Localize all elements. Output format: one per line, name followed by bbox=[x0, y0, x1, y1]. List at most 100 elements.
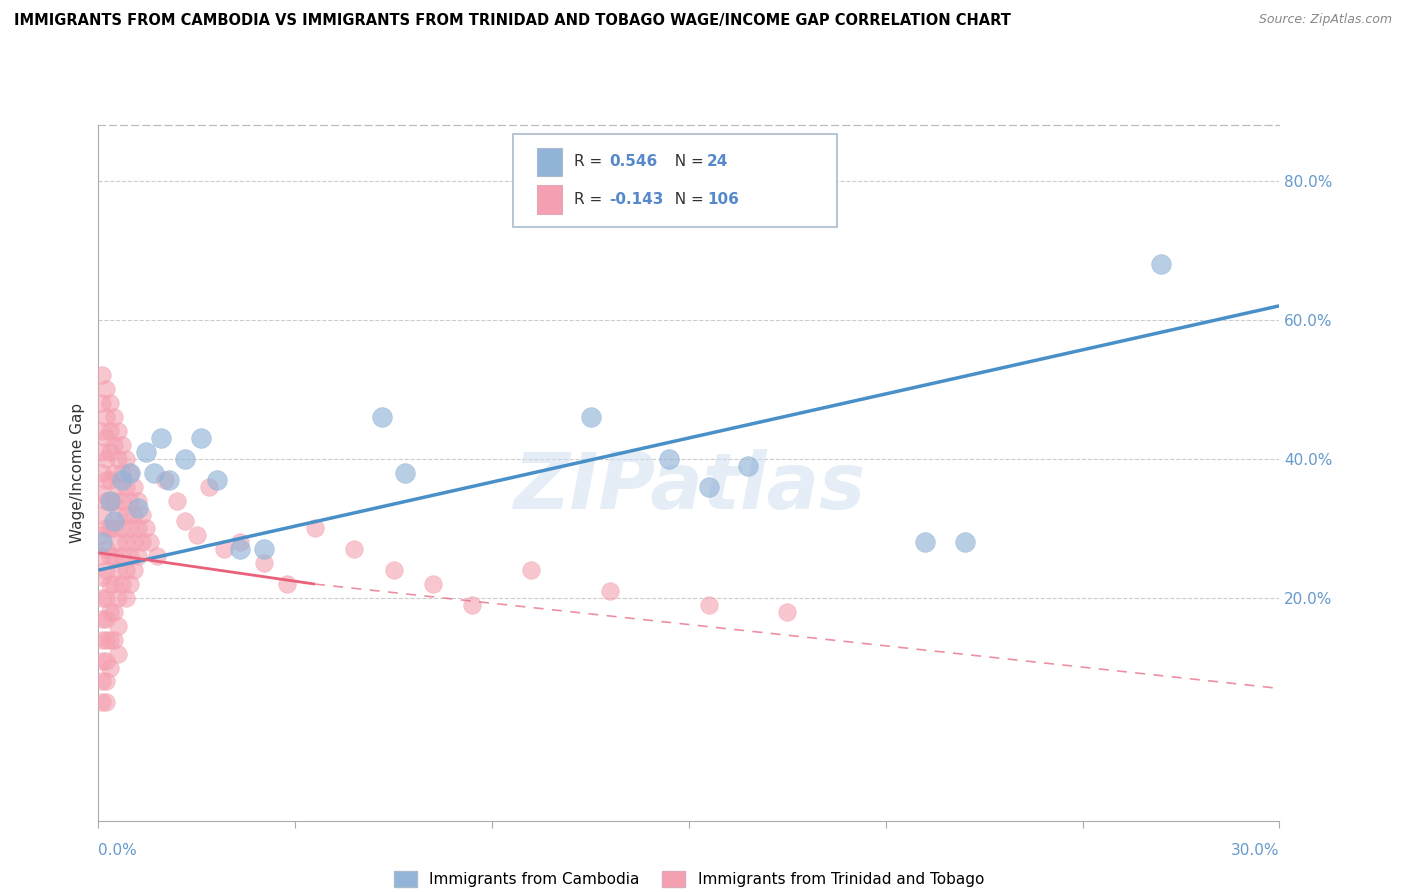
Point bbox=[103, 577, 125, 591]
Point bbox=[697, 598, 720, 612]
Point bbox=[157, 473, 180, 487]
Point bbox=[107, 451, 129, 466]
Point bbox=[107, 508, 129, 522]
Point bbox=[91, 535, 114, 549]
Point bbox=[91, 570, 114, 584]
Point bbox=[394, 466, 416, 480]
Point bbox=[107, 619, 129, 633]
Point bbox=[155, 473, 177, 487]
Point bbox=[98, 632, 121, 647]
Point bbox=[115, 480, 138, 494]
Point bbox=[91, 674, 114, 689]
Point bbox=[91, 654, 114, 668]
Point bbox=[127, 549, 149, 564]
Point bbox=[111, 493, 134, 508]
Point bbox=[107, 424, 129, 438]
Point bbox=[205, 473, 228, 487]
Text: N =: N = bbox=[665, 192, 709, 207]
Point bbox=[98, 549, 121, 564]
Point bbox=[131, 508, 153, 522]
Point bbox=[98, 493, 121, 508]
Text: 106: 106 bbox=[707, 192, 740, 207]
Point bbox=[118, 577, 141, 591]
Point bbox=[122, 508, 145, 522]
Point bbox=[658, 451, 681, 466]
Point bbox=[103, 521, 125, 535]
Point bbox=[111, 473, 134, 487]
Point bbox=[253, 542, 276, 557]
Text: -0.143: -0.143 bbox=[609, 192, 664, 207]
Point bbox=[174, 515, 197, 529]
Point bbox=[96, 431, 118, 445]
Point bbox=[131, 535, 153, 549]
Point bbox=[118, 466, 141, 480]
Point bbox=[111, 577, 134, 591]
Point bbox=[96, 410, 118, 425]
Y-axis label: Wage/Income Gap: Wage/Income Gap bbox=[70, 402, 86, 543]
Point bbox=[103, 493, 125, 508]
Point bbox=[118, 549, 141, 564]
Point bbox=[146, 549, 169, 564]
Point bbox=[91, 549, 114, 564]
Point bbox=[107, 535, 129, 549]
Point bbox=[103, 466, 125, 480]
Point bbox=[1150, 257, 1173, 271]
Text: IMMIGRANTS FROM CAMBODIA VS IMMIGRANTS FROM TRINIDAD AND TOBAGO WAGE/INCOME GAP : IMMIGRANTS FROM CAMBODIA VS IMMIGRANTS F… bbox=[14, 13, 1011, 29]
Point bbox=[98, 396, 121, 410]
Point bbox=[91, 396, 114, 410]
Text: 0.0%: 0.0% bbox=[98, 843, 138, 858]
Point bbox=[98, 493, 121, 508]
Point bbox=[91, 445, 114, 459]
Text: Source: ZipAtlas.com: Source: ZipAtlas.com bbox=[1258, 13, 1392, 27]
Point bbox=[142, 466, 165, 480]
Point bbox=[737, 458, 759, 473]
Point bbox=[166, 493, 188, 508]
Text: ZIPatlas: ZIPatlas bbox=[513, 449, 865, 524]
Point bbox=[107, 563, 129, 577]
Point bbox=[91, 612, 114, 626]
Point bbox=[96, 521, 118, 535]
Point bbox=[953, 535, 976, 549]
Point bbox=[118, 493, 141, 508]
Point bbox=[135, 445, 157, 459]
Point bbox=[107, 647, 129, 661]
Point bbox=[186, 528, 208, 542]
Text: R =: R = bbox=[574, 192, 607, 207]
Point bbox=[214, 542, 236, 557]
Point bbox=[98, 424, 121, 438]
Legend: Immigrants from Cambodia, Immigrants from Trinidad and Tobago: Immigrants from Cambodia, Immigrants fro… bbox=[388, 865, 990, 892]
Point bbox=[150, 431, 173, 445]
Point bbox=[103, 605, 125, 619]
Point bbox=[776, 605, 799, 619]
Point bbox=[96, 473, 118, 487]
Point bbox=[96, 632, 118, 647]
Point bbox=[91, 528, 114, 542]
Point bbox=[103, 438, 125, 452]
Point bbox=[520, 563, 543, 577]
Text: N =: N = bbox=[665, 154, 709, 169]
Point bbox=[107, 480, 129, 494]
Point bbox=[96, 695, 118, 709]
Point bbox=[96, 591, 118, 605]
Point bbox=[276, 577, 298, 591]
Point bbox=[96, 563, 118, 577]
Point bbox=[103, 549, 125, 564]
Point bbox=[127, 521, 149, 535]
Point bbox=[107, 591, 129, 605]
Point bbox=[111, 438, 134, 452]
Point bbox=[122, 563, 145, 577]
Point bbox=[122, 480, 145, 494]
Point bbox=[111, 549, 134, 564]
Point bbox=[91, 632, 114, 647]
Point bbox=[91, 695, 114, 709]
Point bbox=[98, 473, 121, 487]
Point bbox=[98, 521, 121, 535]
Point bbox=[91, 508, 114, 522]
Point bbox=[96, 612, 118, 626]
Point bbox=[127, 493, 149, 508]
Point bbox=[127, 500, 149, 515]
Point bbox=[111, 521, 134, 535]
Point bbox=[599, 584, 621, 599]
Point bbox=[174, 451, 197, 466]
Point bbox=[96, 654, 118, 668]
